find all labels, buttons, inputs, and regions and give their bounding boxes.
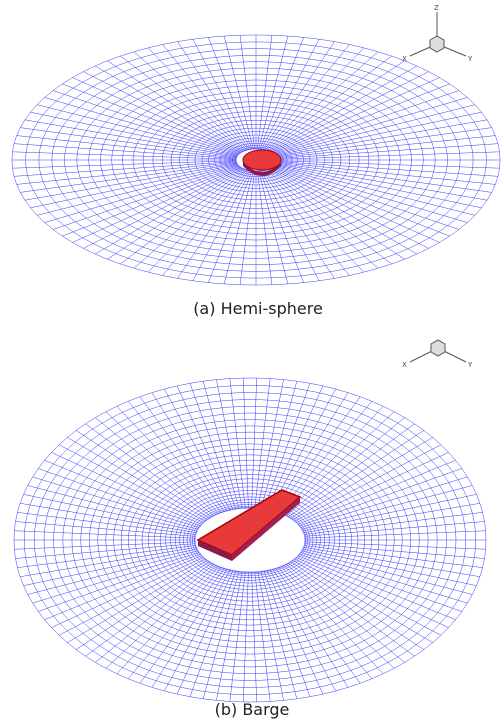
axis-label: Z [434,4,439,12]
axis-label: X [402,55,407,63]
axis-label: Y [467,361,473,369]
axis-triad [410,340,466,362]
figure: Z X Y (a) Hemi-sphere X Y (b) Barge [0,0,503,725]
axis-triad [410,12,466,56]
caption: (b) Barge [215,700,290,719]
hemisphere-body [243,150,281,170]
caption: (a) Hemi-sphere [193,299,323,318]
axis-label: X [402,361,407,369]
axis-label: Y [467,55,473,63]
